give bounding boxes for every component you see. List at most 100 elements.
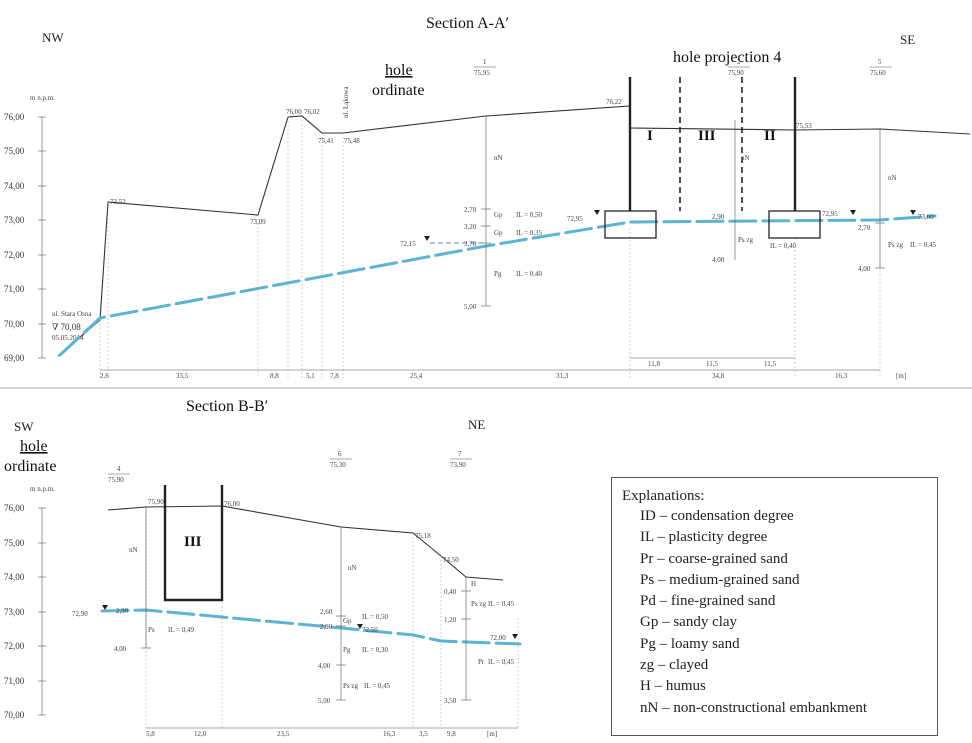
il-label: IL = 0,40: [516, 270, 543, 278]
stratum-label: nN: [741, 154, 750, 162]
water-level-label: 73,00: [918, 213, 934, 221]
y-tick-label: 71,00: [4, 676, 25, 686]
water-level-label: 72,90: [72, 610, 88, 618]
groundwater-line-b: [100, 608, 522, 646]
depth-label: 4,00: [318, 662, 331, 670]
stratum-label: Pg: [343, 646, 351, 654]
borehole-number: 5: [878, 58, 882, 66]
stratum-label: nN: [494, 154, 503, 162]
section-a-title: Section A-A′: [426, 15, 509, 32]
borehole-number: 6: [338, 450, 342, 458]
footing-right: [768, 210, 821, 239]
ground-label: 73,09: [250, 218, 266, 226]
ground-label: 76,22: [606, 98, 622, 106]
ground-label: 75,18: [415, 532, 431, 540]
stratum-label: Ps zg: [738, 236, 753, 244]
unit-label: m n.p.m.: [30, 94, 55, 102]
borehole-number: 4: [117, 465, 121, 473]
stratum-label: nN: [888, 174, 897, 182]
legend-item: H – humus: [640, 678, 706, 695]
ground-surface-a: [57, 105, 971, 357]
borehole-number: 1: [483, 58, 487, 66]
distance-label: 33,5: [176, 372, 189, 380]
legend-item: ID – condensation degree: [640, 508, 794, 524]
distance-label: 16,3: [383, 730, 396, 738]
ground-label: 75,48: [344, 137, 360, 145]
stratum-label: Pg: [494, 270, 502, 278]
y-tick-label: 75,00: [4, 146, 25, 156]
borehole-5: 5 75,60 nN 2,70 4,00 Ps zg IL = 0,45: [858, 58, 937, 273]
depth-label: 3,70: [464, 240, 477, 248]
stratum-label: nN: [129, 546, 138, 554]
y-ticks: 76,00 75,00 74,00 73,00 72,00 71,00 70,0…: [4, 503, 46, 720]
depth-label: 2,60: [320, 608, 333, 616]
distance-label: 5,1: [306, 372, 315, 380]
y-tick-label: 71,00: [4, 284, 25, 294]
borehole-6: 6 75,30 nN 2,60 2,90 4,00 5,00 Gp Pg Ps …: [318, 450, 391, 705]
section-b-title: Section B-B′: [186, 398, 268, 415]
ground-label: 76,00: [286, 108, 302, 116]
y-tick-label: 76,00: [4, 503, 25, 513]
depth-label: 4,00: [114, 645, 127, 653]
water-point-date: 05.05.2014: [52, 334, 84, 342]
il-label: IL = 0,45: [488, 658, 515, 666]
depth-label: 2,70: [858, 224, 871, 232]
il-label: IL = 0,30: [362, 646, 389, 654]
water-point-value: ∇ 70,08: [52, 322, 81, 332]
distance-label: 31,3: [556, 372, 569, 380]
il-label: IL = 0,35: [516, 229, 543, 237]
depth-label: 2,70: [464, 206, 477, 214]
borehole-ordinate: 75,90: [728, 69, 744, 77]
zone-label: II: [764, 128, 776, 144]
distance-unit: [m]: [487, 730, 497, 738]
ground-label: 76,02: [304, 108, 320, 116]
depth-label: 4,00: [712, 256, 725, 264]
legend-title: Explanations:: [622, 488, 705, 504]
legend-item: zg – clayed: [640, 657, 709, 674]
distance-label: 7,8: [330, 372, 339, 380]
section-b-guides: [145, 506, 519, 728]
ground-label: 74,50: [443, 556, 459, 564]
footing-left: [604, 210, 657, 239]
il-label: IL = 0,49: [168, 626, 195, 634]
distance-label: 12,0: [194, 730, 207, 738]
ordinate-label: ordinate: [372, 82, 424, 99]
distance-label: 16,3: [835, 372, 848, 380]
water-level-symbol: [512, 634, 518, 639]
distance-label: 5,8: [146, 730, 155, 738]
ground-label: 75,53: [796, 122, 812, 130]
borehole-number: 2: [737, 58, 741, 66]
hole-label: hole: [385, 62, 413, 79]
zone-label: III: [184, 534, 202, 550]
distance-label: 11,8: [648, 360, 660, 368]
hole-projection-label: hole projection 4: [673, 49, 781, 66]
water-level-symbol: [357, 624, 363, 629]
legend-item: Gp – sandy clay: [640, 614, 738, 631]
water-level-label: 72,15: [400, 240, 416, 248]
unit-label: m n.p.m.: [30, 485, 55, 493]
y-tick-label: 74,00: [4, 181, 25, 191]
legend-item: Pg – loamy sand: [640, 635, 740, 652]
depth-label: 4,00: [858, 265, 871, 273]
ground-surface-b: [107, 505, 504, 581]
distance-label: 11,5: [764, 360, 776, 368]
distance-label: 3,5: [419, 730, 428, 738]
y-tick-label: 75,00: [4, 538, 25, 548]
il-label: IL = 0,45: [488, 600, 515, 608]
direction-sw: SW: [14, 419, 34, 434]
depth-label: 2,90: [116, 607, 129, 615]
water-point-label: ul. Stara Osna: [52, 310, 92, 318]
borehole-ordinate: 73,90: [450, 461, 466, 469]
legend-item: Pr – coarse-grained sand: [640, 550, 788, 567]
depth-label: 1,20: [444, 616, 457, 624]
water-level-label: 72,95: [822, 210, 838, 218]
stratum-label: Gp: [494, 211, 503, 219]
section-a-guides: [99, 116, 881, 378]
y-tick-label: 72,00: [4, 250, 25, 260]
water-level-symbol: [102, 605, 108, 610]
y-ticks: 76,00 75,00 74,00 73,00 72,00 71,00 70,0…: [4, 112, 46, 363]
il-label: IL = 0,45: [910, 241, 937, 249]
stratum-label: Gp: [494, 229, 503, 237]
stratum-label: H: [471, 580, 476, 588]
depth-label: 3,20: [464, 223, 477, 231]
